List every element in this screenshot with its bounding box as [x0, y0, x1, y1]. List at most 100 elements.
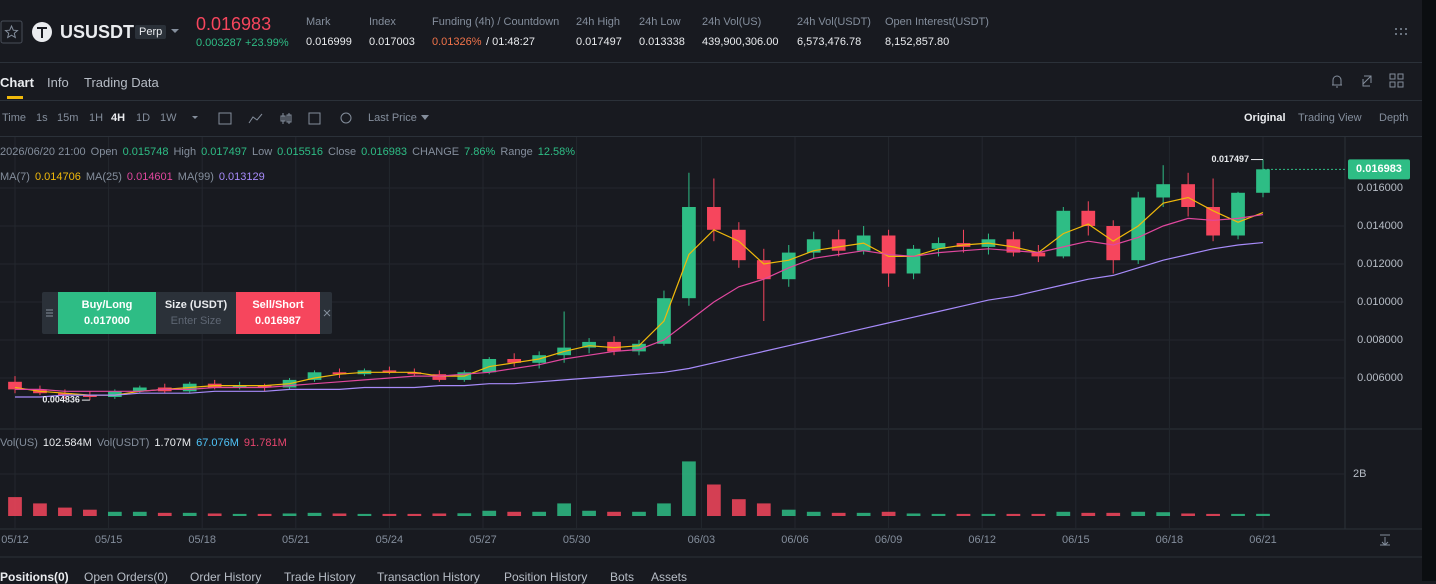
candle-body [806, 239, 821, 253]
interval[interactable]: 1H [89, 112, 104, 124]
volume-bar [607, 511, 621, 516]
legend-time: 2026/06/20 21:00 [0, 146, 86, 158]
candle-body [682, 206, 696, 299]
header-icons [0, 20, 52, 44]
ohlc-value: 0.015748 [122, 146, 169, 158]
volume-bar [257, 513, 272, 516]
interval-dropdown[interactable] [192, 116, 198, 119]
more-button[interactable] [1394, 27, 1408, 37]
volume-bar [981, 513, 996, 516]
volume-bar [731, 499, 746, 516]
contract-badge: Perp [135, 25, 167, 39]
view-option[interactable]: Trading View [1298, 112, 1362, 124]
bottom-tab[interactable]: Order History [190, 570, 262, 584]
tab-underline [7, 96, 23, 99]
ma-name: MA(7) [0, 171, 30, 183]
bottom-tab[interactable]: Positions(0) [0, 570, 69, 584]
interval[interactable]: 4H [111, 112, 126, 124]
interval[interactable]: 1s [36, 112, 48, 124]
interval[interactable]: 1D [136, 112, 151, 124]
sell-button[interactable]: Sell/Short 0.016987 [236, 292, 320, 334]
favorite-button[interactable] [0, 20, 23, 44]
low-marker: 0.004836 [42, 394, 80, 404]
volume-bar [906, 513, 921, 516]
volume-bar [1006, 513, 1021, 516]
volume-bar [33, 503, 47, 516]
candle-body [83, 395, 97, 397]
change-abs: 0.003287 [196, 37, 242, 49]
alert-icon[interactable] [1332, 75, 1342, 88]
x-tick-label: 06/06 [781, 534, 809, 546]
change-label: CHANGE [412, 146, 460, 158]
candle-body [1031, 252, 1046, 257]
candle-body [731, 229, 746, 261]
size-input[interactable]: Size (USDT) Enter Size [156, 292, 236, 334]
tab[interactable]: Trading Data [84, 75, 159, 90]
volume-bar [707, 484, 721, 516]
buy-button[interactable]: Buy/Long 0.017000 [58, 292, 156, 334]
chart: 05/12 05/15 05/18 05/21 05/24 05/27 05/30 06/03… [0, 137, 1422, 558]
stat-value: 0.016999 [306, 36, 352, 48]
volume-tick-label: 2B [1353, 468, 1366, 480]
indicator-icon[interactable] [248, 113, 263, 124]
bottom-tab[interactable]: Assets [651, 570, 688, 584]
x-tick-label: 06/12 [968, 534, 996, 546]
ohlc-label: Open [90, 146, 118, 158]
bottom-tab[interactable]: Open Orders(0) [84, 570, 169, 584]
volume-name: Vol(US) [0, 437, 38, 449]
symbol-dropdown[interactable] [170, 27, 180, 35]
volume-bar [582, 510, 596, 516]
tab[interactable]: Info [47, 75, 69, 90]
token-logo-mark [37, 27, 47, 38]
candle-body [8, 381, 22, 390]
candle-body [831, 239, 846, 251]
volume-bar [557, 503, 571, 516]
dropdown-arrow [171, 29, 179, 33]
volume-bar [83, 509, 97, 516]
buy-price: 0.017000 [84, 315, 130, 327]
candle-body [931, 243, 946, 249]
close-widget[interactable] [322, 308, 332, 318]
bottom-tab[interactable]: Trade History [284, 570, 356, 584]
interval[interactable]: 1W [160, 112, 177, 124]
view-option[interactable]: Original [1244, 112, 1286, 124]
bottom-tab[interactable]: Bots [610, 570, 635, 584]
volume-bar [58, 507, 72, 516]
stat-value: 0.017497 [576, 36, 622, 48]
price-type[interactable]: Last Price [368, 112, 417, 124]
bottom-tab[interactable]: Position History [504, 570, 588, 584]
volume-bar [956, 513, 971, 516]
settings-icon[interactable] [340, 112, 352, 124]
volume-bar [157, 512, 172, 516]
template-icon[interactable] [308, 112, 321, 125]
volume-bar [332, 513, 347, 516]
calendar-icon[interactable] [218, 112, 232, 125]
candle-body [1256, 169, 1270, 193]
stat-label: 24h Low [639, 16, 681, 28]
candle-body [1081, 210, 1096, 226]
scroll-end-button[interactable] [1378, 533, 1392, 547]
candle-body [332, 372, 347, 375]
ma-line [15, 241, 1264, 398]
expand-icon[interactable] [1362, 75, 1372, 87]
view-option[interactable]: Depth [1379, 112, 1409, 124]
volume-bar [1081, 512, 1096, 516]
symbol[interactable]: USUSDT [60, 22, 135, 42]
candle-icon[interactable] [280, 113, 292, 124]
y-tick-label: 0.006000 [1357, 372, 1403, 384]
stat-label: 24h Vol(US) [702, 16, 762, 28]
candle-body [707, 206, 721, 230]
x-tick-label: 05/24 [376, 534, 404, 546]
tab[interactable]: Chart [0, 75, 34, 90]
volume-bar [756, 503, 771, 516]
bottom-tab[interactable]: Transaction History [377, 570, 480, 584]
interval[interactable]: 15m [57, 112, 79, 124]
layout-icon[interactable] [1389, 73, 1404, 88]
candle-body [107, 391, 122, 397]
x-tick-label: 06/18 [1156, 534, 1184, 546]
range-label: Range [500, 146, 533, 158]
drag-handle[interactable] [44, 307, 56, 319]
candle-body [407, 372, 422, 375]
volume-bar [357, 513, 372, 516]
